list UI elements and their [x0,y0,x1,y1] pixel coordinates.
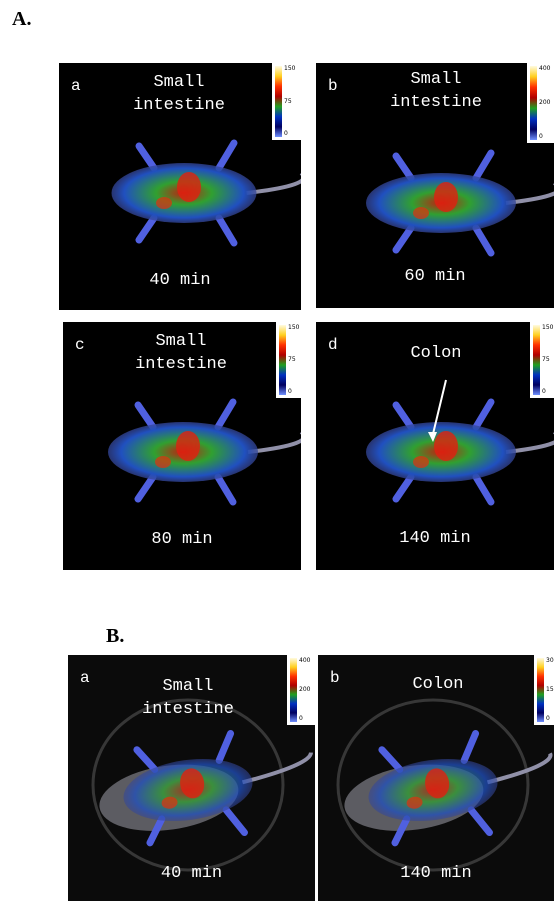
colorbar: 150 75 0 [530,322,554,398]
colorbar-gradient [290,658,297,722]
colorbar: 150 75 0 [276,322,301,398]
title-line: Colon [366,342,506,365]
panel-letter: b [328,77,338,95]
colorbar-tick-label: 400 [539,66,550,72]
colorbar-tick-label: 150 [288,325,299,331]
panel-title: Colon [366,342,506,365]
colorbar: 400 200 0 [527,63,554,143]
time-label: 80 min [122,528,242,551]
time-label: 60 min [375,265,495,288]
title-line: intestine [118,698,258,721]
title-line: intestine [366,91,506,114]
colorbar-tick-label: 0 [284,131,288,137]
panel-letter: b [330,669,340,687]
colorbar-tick-label: 0 [288,389,292,395]
colorbar: 150 75 0 [272,63,301,140]
colorbar-tick-label: 200 [539,100,550,106]
colorbar-gradient [530,66,537,140]
panel-letter: a [80,669,90,687]
time-label: 140 min [375,527,495,550]
colorbar-gradient [275,66,282,137]
panel-title: Colon [368,673,508,696]
colorbar-tick-label: 0 [546,716,550,722]
colorbar: 400 200 0 [287,655,315,725]
colorbar-gradient [537,658,544,722]
section-label: B. [106,625,124,648]
title-line: Small [111,330,251,353]
panel-letter: d [328,336,338,354]
image-panel: d Colon 140 min 150 75 0 [316,322,554,570]
panel-letter: a [71,77,81,95]
colorbar-tick-label: 150 [284,66,295,72]
title-line: Colon [368,673,508,696]
colorbar-tick-label: 150 [546,687,554,693]
title-line: intestine [111,353,251,376]
colorbar-tick-label: 300 [546,658,554,664]
colorbar-tick-label: 200 [299,687,310,693]
colorbar-tick-label: 75 [284,99,292,105]
colorbar: 300 150 0 [534,655,554,725]
panel-letter: c [75,336,85,354]
colorbar-tick-label: 150 [542,325,553,331]
title-line: Small [366,68,506,91]
figure: {"sections":[ {"label":"A.","panels":[ {… [0,0,554,901]
colorbar-tick-label: 75 [288,357,296,363]
colorbar-tick-label: 0 [299,716,303,722]
colorbar-tick-label: 400 [299,658,310,664]
time-label: 140 min [376,862,496,885]
image-panel: b Colon 140 min 300 150 0 [318,655,554,901]
title-line: Small [109,71,249,94]
colorbar-tick-label: 0 [542,389,546,395]
colorbar-gradient [533,325,540,395]
time-label: 40 min [120,269,240,292]
title-line: Small [118,675,258,698]
colorbar-tick-label: 0 [539,134,543,140]
colorbar-tick-label: 75 [542,357,550,363]
section-label: A. [12,8,31,31]
colorbar-gradient [279,325,286,395]
title-line: intestine [109,94,249,117]
time-label: 40 min [132,862,252,885]
